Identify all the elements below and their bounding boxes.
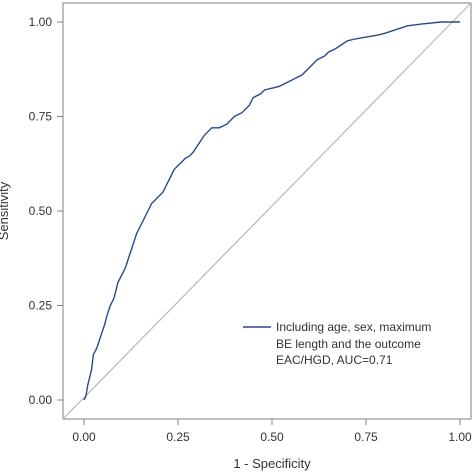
y-tick-label: 0.00 [29, 393, 53, 407]
x-tick-label: 0.00 [72, 430, 96, 444]
y-axis-ticks: 0.00 0.25 0.50 0.75 1.00 [29, 15, 63, 407]
y-axis-title: Sensitivity [0, 181, 11, 240]
x-axis-ticks: 0.00 0.25 0.50 0.75 1.00 [72, 419, 472, 444]
y-tick-label: 0.75 [29, 110, 53, 124]
y-tick-label: 0.50 [29, 204, 53, 218]
y-tick-label: 1.00 [29, 15, 53, 29]
legend-text-line-2: BE length and the outcome [276, 337, 421, 351]
x-axis-title: 1 - Specificity [233, 456, 311, 471]
legend-text-line-1: Including age, sex, maximum [276, 320, 431, 334]
reference-diagonal-line [62, 2, 472, 420]
x-tick-label: 0.25 [166, 430, 190, 444]
roc-curve-line [83, 21, 460, 401]
y-tick-label: 0.25 [29, 299, 53, 313]
legend-text-line-3: EAC/HGD, AUC=0.71 [276, 353, 393, 367]
x-tick-label: 0.50 [260, 430, 284, 444]
legend: Including age, sex, maximum BE length an… [243, 320, 431, 367]
x-tick-label: 1.00 [448, 430, 472, 444]
x-tick-label: 0.75 [354, 430, 378, 444]
